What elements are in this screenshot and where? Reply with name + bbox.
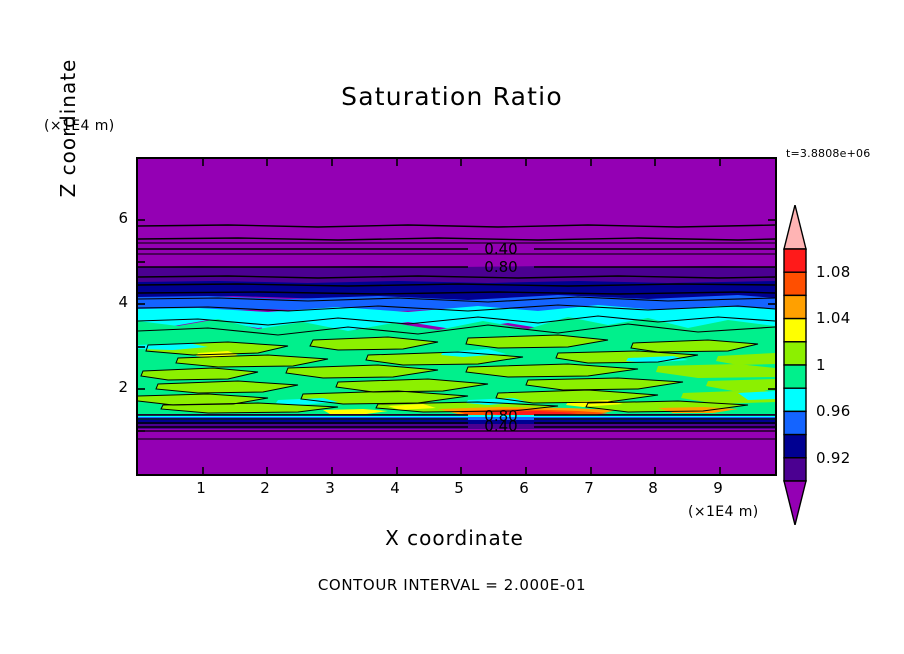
colorbar-tick-label: 1	[816, 356, 826, 374]
contour-interval-footer: CONTOUR INTERVAL = 2.000E-01	[317, 576, 587, 594]
colorbar-tick-label: 0.92	[816, 449, 851, 467]
y-tick-label: 4	[118, 293, 128, 311]
z-axis-unit-label: (×1E4 m)	[44, 118, 115, 134]
plot-area: 0.40 0.80 0.80 0.40	[136, 157, 777, 476]
colorbar-tick-label: 0.96	[816, 402, 851, 420]
x-tick-label: 8	[648, 479, 658, 497]
x-tick-label: 2	[260, 479, 270, 497]
y-axis-label-text: Z coordinate	[56, 58, 80, 198]
contour-label-lower-080: 0.80	[484, 407, 517, 425]
time-annotation: t=3.8808e+06	[786, 147, 871, 160]
x-tick-label: 6	[519, 479, 529, 497]
x-axis-unit-label: (×1E4 m)	[688, 504, 759, 520]
x-tick-label: 5	[454, 479, 464, 497]
contour-label-upper-080: 0.80	[484, 258, 517, 276]
colorbar-under-arrow	[783, 480, 807, 525]
x-tick-label: 7	[584, 479, 594, 497]
x-tick-label: 9	[713, 479, 723, 497]
colorbar-tick-label: 1.04	[816, 309, 851, 327]
contour-field: 0.40 0.80 0.80 0.40	[138, 159, 775, 474]
x-axis-label: X coordinate	[385, 526, 524, 550]
contour-label-upper-040: 0.40	[484, 240, 517, 258]
y-axis-label: Z coordinate	[56, 28, 80, 228]
y-tick-label: 2	[118, 378, 128, 396]
page-title: Saturation Ratio	[341, 82, 563, 111]
x-tick-label: 4	[390, 479, 400, 497]
colorbar	[782, 205, 808, 525]
x-tick-label: 3	[325, 479, 335, 497]
colorbar-swatches	[783, 205, 807, 525]
contour-label-lower-040: 0.40	[484, 417, 517, 435]
colorbar-over-arrow	[783, 205, 807, 250]
x-tick-label: 1	[196, 479, 206, 497]
y-tick-label: 6	[118, 209, 128, 227]
colorbar-tick-label: 1.08	[816, 263, 851, 281]
